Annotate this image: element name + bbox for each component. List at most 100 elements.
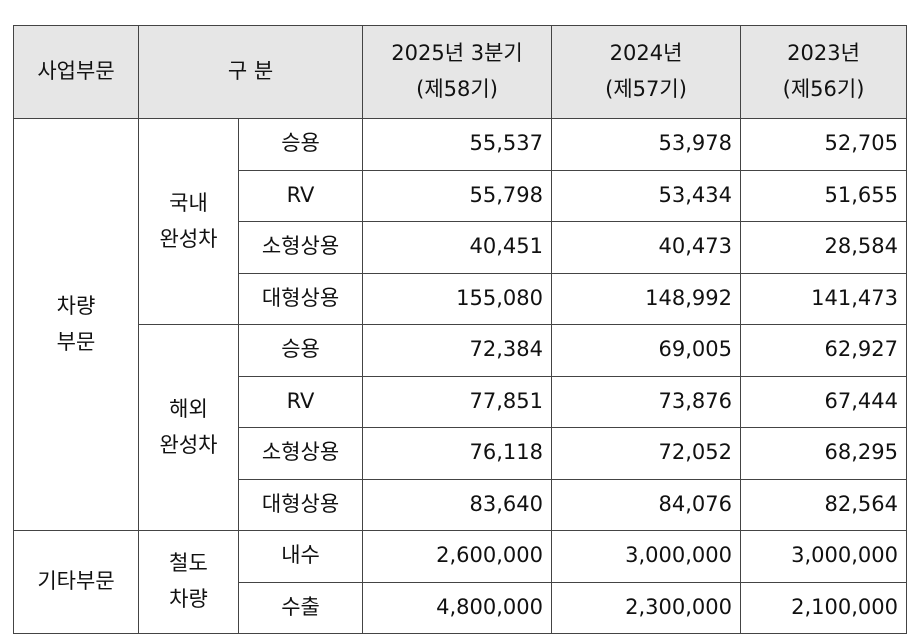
cell-text: 53,434 <box>658 182 733 207</box>
section-cell: 기타부문 <box>13 530 139 634</box>
item-cell: RV <box>237 169 364 222</box>
table-row: 해외 완성차 승용 72,384 69,005 62,927 <box>14 324 908 531</box>
table-body: 차량 부문 국내 완성차 승용 55,537 53,978 52,705 RV 55,798 53,… <box>13 118 908 634</box>
value-cell: 84,076 <box>551 478 742 531</box>
cell-text: 83,640 <box>469 491 544 516</box>
cell-text: 68,295 <box>824 440 899 465</box>
cell-text: 76,118 <box>469 440 544 465</box>
cell-text: 40,451 <box>469 234 544 259</box>
value-cell: 3,000,000 <box>740 530 908 583</box>
table-row: 기타부문 철도 차량 내수 2,600,000 3,000,000 3,000,000 <box>13 530 908 634</box>
value-cell: 55,537 <box>362 118 553 171</box>
header-cell: 2023년 (제56기) <box>740 25 908 119</box>
value-cell: 62,927 <box>740 324 908 377</box>
cell-text: 55,798 <box>469 182 544 207</box>
cell-text: RV <box>286 388 315 413</box>
table-row: 소형상용 76,118 72,052 68,295 <box>14 427 908 480</box>
value-cell: 82,564 <box>740 478 908 531</box>
value-cell: 2,300,000 <box>551 581 742 634</box>
cell-text: 완성차 <box>159 432 218 457</box>
cell-text: 148,992 <box>645 285 733 310</box>
table-row: 수출 4,800,000 2,300,000 2,100,000 <box>14 581 908 634</box>
value-cell: 69,005 <box>551 324 742 377</box>
cell-text: 소형상용 <box>261 440 340 465</box>
cell-text: 155,080 <box>456 285 544 310</box>
cell-text: 철도 <box>169 551 208 576</box>
value-cell: 76,118 <box>362 427 553 480</box>
cell-text: 차량 <box>56 293 96 318</box>
cell-text: 2,100,000 <box>791 594 899 619</box>
cell-text: 부문 <box>56 329 96 354</box>
header-cell: 2025년 3분기 (제58기) <box>362 25 553 119</box>
value-cell: 55,798 <box>362 169 553 222</box>
item-cell: 수출 <box>237 581 364 634</box>
value-cell: 77,851 <box>362 375 553 428</box>
data-table: 사업부문 구 분 2025년 3분기 (제58기) 2024년 (제57기) 2023년 (제… <box>13 25 908 634</box>
header-row: 사업부문 구 분 2025년 3분기 (제58기) 2024년 (제57기) 2023년 (제… <box>13 25 908 119</box>
value-cell: 52,705 <box>740 118 908 171</box>
value-cell: 4,800,000 <box>362 581 553 634</box>
table-row: 차량 부문 국내 완성차 승용 55,537 53,978 52,705 <box>13 118 908 531</box>
cell-text: 52,705 <box>824 131 899 156</box>
value-cell: 83,640 <box>362 478 553 531</box>
group-cell: 국내 완성차 <box>138 118 239 325</box>
cell-text: 2024년 <box>609 41 683 66</box>
group-cell: 철도 차량 <box>138 530 239 634</box>
value-cell: 67,444 <box>740 375 908 428</box>
item-cell: 소형상용 <box>237 427 364 480</box>
cell-text: 사업부문 <box>37 59 115 84</box>
item-cell: 승용 <box>237 118 364 171</box>
cell-text: 2023년 <box>787 41 860 66</box>
item-cell: 소형상용 <box>237 221 364 274</box>
cell-text: 완성차 <box>159 226 218 251</box>
cell-text: 수출 <box>281 594 320 619</box>
cell-text: 기타부문 <box>37 569 115 594</box>
value-cell: 155,080 <box>362 272 553 325</box>
cell-text: (제57기) <box>605 77 687 101</box>
cell-text: 2,600,000 <box>436 543 544 568</box>
item-cell: 대형상용 <box>237 272 364 325</box>
value-cell: 40,473 <box>551 221 742 274</box>
value-cell: 2,100,000 <box>740 581 908 634</box>
value-cell: 72,384 <box>362 324 553 377</box>
cell-text: 소형상용 <box>261 234 340 259</box>
cell-text: 2,300,000 <box>625 594 733 619</box>
value-cell: 53,434 <box>551 169 742 222</box>
cell-text: 69,005 <box>658 337 733 362</box>
value-cell: 72,052 <box>551 427 742 480</box>
item-cell: 승용 <box>237 324 364 377</box>
item-cell: RV <box>237 375 364 428</box>
table-row: 대형상용 83,640 84,076 82,564 <box>14 478 908 531</box>
cell-text: 67,444 <box>824 388 899 413</box>
cell-text: 51,655 <box>824 182 899 207</box>
header-cell: 2024년 (제57기) <box>551 25 742 119</box>
cell-text: 40,473 <box>658 234 733 259</box>
cell-text: 4,800,000 <box>436 594 544 619</box>
item-cell: 내수 <box>237 530 364 583</box>
cell-text: 해외 <box>169 396 208 421</box>
cell-text: 승용 <box>281 131 320 156</box>
value-cell: 141,473 <box>740 272 908 325</box>
cell-text: 28,584 <box>824 234 899 259</box>
header-cell: 구 분 <box>137 25 364 119</box>
value-cell: 51,655 <box>740 169 908 222</box>
cell-text: 72,052 <box>658 440 733 465</box>
cell-text: 77,851 <box>469 388 544 413</box>
value-cell: 73,876 <box>551 375 742 428</box>
cell-text: 141,473 <box>811 285 899 310</box>
cell-text: 3,000,000 <box>625 543 733 568</box>
cell-text: 3,000,000 <box>791 543 899 568</box>
cell-text: 구 분 <box>227 59 274 84</box>
cell-text: 내수 <box>281 543 320 568</box>
cell-text: 55,537 <box>469 131 544 156</box>
header-cell: 사업부문 <box>13 25 139 119</box>
cell-text: RV <box>286 182 315 207</box>
value-cell: 148,992 <box>551 272 742 325</box>
cell-text: 2025년 3분기 <box>391 41 523 66</box>
value-cell: 53,978 <box>551 118 742 171</box>
cell-text: 대형상용 <box>261 285 340 310</box>
cell-text: 84,076 <box>658 491 733 516</box>
